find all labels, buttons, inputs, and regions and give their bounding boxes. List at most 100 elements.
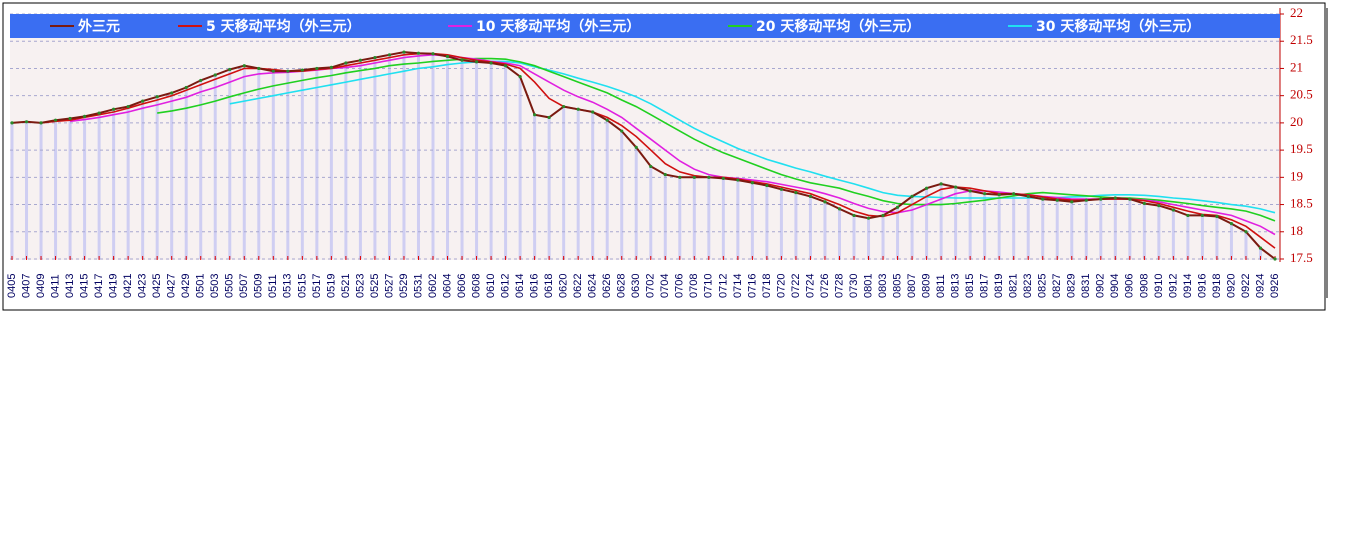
volume-bar bbox=[997, 194, 1001, 259]
x-tick-label: 0730 bbox=[848, 274, 860, 298]
x-tick-label: 0521 bbox=[340, 274, 352, 298]
y-tick-label: 18 bbox=[1290, 223, 1303, 238]
x-tick-label: 0606 bbox=[456, 274, 468, 298]
point bbox=[910, 194, 914, 198]
volume-bar bbox=[692, 177, 696, 259]
x-tick-label: 0529 bbox=[398, 274, 410, 298]
point bbox=[1055, 198, 1059, 202]
point bbox=[707, 175, 711, 179]
point bbox=[547, 115, 551, 120]
point bbox=[126, 104, 130, 109]
point bbox=[939, 182, 943, 186]
volume-bar bbox=[112, 109, 116, 260]
point bbox=[808, 194, 813, 198]
volume-bar bbox=[1084, 200, 1088, 259]
point bbox=[213, 73, 217, 77]
volume-bar bbox=[387, 54, 391, 260]
x-tick-label: 0906 bbox=[1124, 274, 1136, 298]
volume-bar bbox=[344, 63, 348, 259]
volume-bar bbox=[416, 53, 420, 260]
y-tick-label: 19 bbox=[1290, 168, 1303, 183]
x-tick-label: 0819 bbox=[993, 274, 1005, 298]
point bbox=[983, 192, 987, 196]
volume-bar bbox=[1026, 196, 1030, 259]
point bbox=[242, 64, 246, 68]
x-tick-label: 0429 bbox=[180, 274, 192, 298]
point bbox=[649, 164, 653, 169]
volume-bar bbox=[141, 101, 145, 259]
y-tick-label: 20 bbox=[1290, 114, 1303, 129]
point bbox=[837, 207, 842, 211]
volume-bar bbox=[808, 196, 812, 259]
point bbox=[329, 65, 333, 69]
volume-bar bbox=[1099, 199, 1103, 259]
x-tick-label: 0831 bbox=[1080, 274, 1092, 298]
point bbox=[10, 121, 14, 125]
point bbox=[721, 176, 725, 181]
point bbox=[954, 185, 958, 189]
point bbox=[199, 78, 203, 83]
point bbox=[53, 118, 58, 122]
point bbox=[228, 67, 232, 72]
point bbox=[591, 110, 595, 114]
series-line bbox=[229, 60, 1276, 214]
point bbox=[141, 99, 145, 103]
legend-label: 10 天移动平均（外三元） bbox=[476, 18, 640, 35]
point bbox=[997, 193, 1001, 197]
x-tick-label: 0908 bbox=[1138, 274, 1150, 298]
x-tick-label: 0507 bbox=[238, 274, 250, 298]
x-tick-label: 0722 bbox=[790, 274, 802, 298]
volume-bar bbox=[1186, 215, 1190, 259]
volume-bar bbox=[1171, 210, 1175, 259]
point bbox=[24, 120, 29, 124]
volume-bar bbox=[707, 177, 711, 259]
volume-bar bbox=[39, 122, 43, 259]
x-tick-label: 0501 bbox=[195, 274, 207, 298]
x-tick-label: 0920 bbox=[1225, 274, 1237, 298]
point bbox=[112, 107, 116, 111]
point bbox=[866, 216, 871, 220]
x-tick-label: 0702 bbox=[645, 274, 657, 298]
point bbox=[924, 186, 929, 190]
volume-bar bbox=[721, 178, 725, 259]
point bbox=[1113, 196, 1117, 200]
point bbox=[271, 69, 275, 73]
volume-bar bbox=[968, 190, 972, 259]
x-tick-label: 0922 bbox=[1240, 274, 1252, 298]
point bbox=[1273, 257, 1277, 261]
point bbox=[184, 85, 188, 90]
volume-bar bbox=[300, 70, 304, 259]
volume-bar bbox=[10, 122, 14, 259]
x-tick-label: 0626 bbox=[601, 274, 613, 298]
volume-bar bbox=[779, 189, 783, 259]
volume-bar bbox=[373, 57, 377, 259]
volume-bar bbox=[402, 52, 406, 259]
point bbox=[68, 116, 72, 121]
volume-bar bbox=[315, 68, 319, 259]
x-tick-label: 0918 bbox=[1211, 274, 1223, 298]
volume-bar bbox=[242, 65, 246, 259]
x-tick-label: 0718 bbox=[761, 274, 773, 298]
point bbox=[736, 178, 740, 182]
x-tick-label: 0608 bbox=[470, 274, 482, 298]
x-tick-label: 0421 bbox=[122, 274, 134, 298]
volume-bar bbox=[954, 187, 958, 259]
x-tick-label: 0813 bbox=[950, 274, 962, 298]
volume-bar bbox=[562, 106, 566, 259]
x-tick-label: 0419 bbox=[108, 274, 120, 298]
volume-bar bbox=[475, 61, 479, 260]
point bbox=[765, 183, 769, 188]
point bbox=[518, 75, 522, 79]
x-tick-label: 0924 bbox=[1254, 274, 1266, 298]
x-tick-label: 0531 bbox=[412, 274, 424, 298]
point bbox=[1157, 204, 1161, 208]
volume-bar bbox=[634, 147, 638, 259]
x-tick-label: 0618 bbox=[543, 274, 555, 298]
y-tick-label: 21 bbox=[1290, 59, 1303, 74]
volume-bar bbox=[25, 121, 29, 259]
volume-bar bbox=[213, 74, 217, 259]
y-tick-label: 22 bbox=[1290, 5, 1303, 20]
x-tick-label: 0726 bbox=[819, 274, 831, 298]
x-tick-label: 0708 bbox=[688, 274, 700, 298]
volume-bar bbox=[925, 188, 929, 259]
